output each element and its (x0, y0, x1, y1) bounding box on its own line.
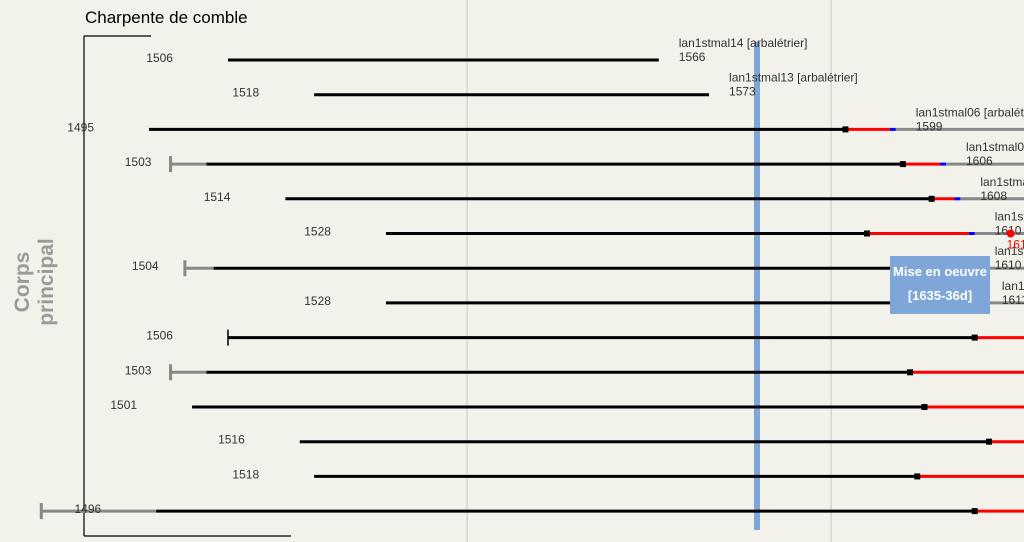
heartwood-boundary-marker (907, 369, 914, 376)
heartwood-boundary-marker (971, 334, 978, 341)
end-year-label: 1566 (679, 50, 706, 64)
sample-label: lan1stmal05 [panne] (1002, 279, 1024, 293)
sample-label: lan1stmal12 [entrait] (995, 244, 1024, 258)
heartwood-boundary-marker (864, 230, 870, 237)
start-year-label: 1503 (125, 155, 152, 169)
start-year-label: 1495 (67, 120, 94, 134)
chart-title: Charpente de comble (85, 8, 248, 27)
end-year-label: 1599 (916, 119, 943, 133)
end-year-label: 1610 (995, 258, 1022, 272)
sample-label: lan1stmal07 [faux-entrait] (995, 210, 1024, 224)
felling-period-line (754, 42, 760, 530)
start-year-label: 1528 (304, 225, 331, 239)
start-year-label: 1514 (204, 190, 231, 204)
legend-line1: Mise en oeuvre (893, 264, 987, 279)
group-label: Corps principal (11, 238, 58, 326)
start-year-label: 1506 (146, 329, 173, 343)
start-year-label: 1496 (74, 502, 101, 516)
legend-line2: [1635-36d] (907, 288, 973, 303)
heartwood-boundary-marker (899, 161, 906, 168)
heartwood-boundary-marker (914, 473, 921, 480)
start-year-label: 1501 (110, 398, 137, 412)
start-year-label: 1518 (232, 86, 259, 100)
sample-label: lan1stmal14 [arbalétrier] (679, 36, 808, 50)
sample-label: lan1stmal09 [entrait] (980, 175, 1024, 189)
end-year-label: 1608 (980, 189, 1007, 203)
heartwood-boundary-marker (928, 195, 935, 202)
heartwood-boundary-marker (971, 508, 978, 515)
start-year-label: 1516 (218, 433, 245, 447)
start-year-label: 1504 (132, 259, 159, 273)
sample-label: lan1stmal04 [poinçon] (966, 140, 1024, 154)
end-year-label: 1573 (729, 85, 756, 99)
start-year-label: 1503 (125, 363, 152, 377)
start-year-label: 1528 (304, 294, 331, 308)
heartwood-boundary-marker (986, 438, 993, 445)
start-year-label: 1506 (146, 51, 173, 65)
end-year-label: 1606 (966, 154, 993, 168)
sample-label: lan1stmal13 [arbalétrier] (729, 71, 858, 85)
start-year-label: 1518 (232, 467, 259, 481)
felling-legend-box: Mise en oeuvre [1635-36d] (890, 256, 990, 314)
heartwood-boundary-marker (921, 404, 928, 410)
felling-point (1006, 229, 1015, 238)
heartwood-boundary-marker (842, 126, 849, 133)
sample-label: lan1stmal06 [arbalétrier] (916, 105, 1024, 119)
